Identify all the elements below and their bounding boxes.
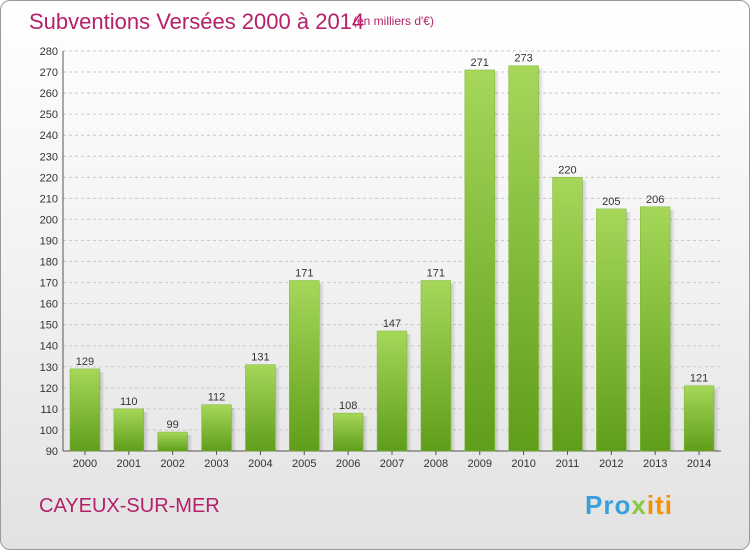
y-tick-label: 230 <box>40 151 58 163</box>
bar-2007 <box>376 330 408 452</box>
bar-2006 <box>332 412 364 452</box>
x-tick-label: 2014 <box>687 458 711 470</box>
y-tick-label: 210 <box>40 193 58 205</box>
y-tick-label: 190 <box>40 235 58 247</box>
data-label: 108 <box>339 400 357 412</box>
data-labels: 129 110 99 112 131 171 108 147 171 271 273 220 205 20… <box>76 53 708 431</box>
y-tick-label: 180 <box>40 257 58 269</box>
y-tick-label: 110 <box>40 404 58 416</box>
bar-shadow <box>143 411 149 451</box>
y-tick-label: 250 <box>40 109 58 121</box>
bar-shadow <box>275 367 281 451</box>
y-tick-label: 130 <box>40 362 58 374</box>
data-label: 110 <box>120 396 138 408</box>
bar-shadow <box>626 211 632 451</box>
bar-2014 <box>683 385 715 452</box>
y-tick-label: 90 <box>46 446 58 458</box>
bar-2012 <box>596 208 627 452</box>
bar-shadow <box>670 209 676 451</box>
x-tick-label: 2002 <box>160 458 184 470</box>
bar-2011 <box>552 177 583 452</box>
bar-2000 <box>69 368 101 452</box>
bar-shadow <box>494 72 500 452</box>
x-tick-label: 2010 <box>511 458 535 470</box>
logo-part-3: iti <box>646 490 673 520</box>
bar-shadow <box>406 334 412 451</box>
chart-title: Subventions Versées 2000 à 2014 <box>29 9 365 34</box>
bar-2003 <box>201 404 232 452</box>
bar-shadow <box>538 68 544 451</box>
bar-2013 <box>640 206 671 452</box>
bar-2001 <box>113 408 144 452</box>
bar-shadow <box>713 388 719 451</box>
data-label: 205 <box>602 196 620 208</box>
data-label: 147 <box>383 318 401 330</box>
bar-shadow <box>187 435 193 451</box>
y-tick-label: 270 <box>40 67 58 79</box>
city-name: CAYEUX-SUR-MER <box>39 495 220 517</box>
x-tick-label: 2013 <box>643 458 667 470</box>
y-tick-label: 100 <box>40 425 58 437</box>
bar-2009 <box>464 69 495 452</box>
x-tick-labels: 2000 2001 2002 2003 2004 2005 2006 2007 2008 2009… <box>73 451 711 470</box>
y-tick-label: 140 <box>40 341 58 353</box>
data-label: 220 <box>558 164 576 176</box>
bar-shadow <box>450 283 456 451</box>
x-tick-label: 2006 <box>336 458 360 470</box>
bar-shadow <box>363 416 369 451</box>
bar-2010 <box>508 65 539 452</box>
bar-shadow <box>319 283 325 451</box>
y-tick-label: 200 <box>40 214 58 226</box>
y-tick-label: 170 <box>40 278 58 290</box>
bar-shadow <box>231 407 237 451</box>
data-label: 206 <box>646 194 664 206</box>
x-tick-label: 2000 <box>73 458 97 470</box>
x-tick-label: 2008 <box>424 458 448 470</box>
data-label: 273 <box>514 53 532 65</box>
data-label: 271 <box>471 57 489 69</box>
logo-part-2: x <box>631 490 647 520</box>
data-label: 129 <box>76 356 94 368</box>
x-tick-label: 2004 <box>248 458 272 470</box>
bar-2005 <box>289 280 320 452</box>
x-tick-label: 2003 <box>204 458 228 470</box>
y-tick-label: 260 <box>40 88 58 100</box>
chart-subtitle: (en milliers d'€) <box>353 14 434 28</box>
proxiti-logo: Proxiti <box>585 490 673 521</box>
y-tick-label: 120 <box>40 383 58 395</box>
x-tick-label: 2001 <box>117 458 141 470</box>
data-label: 171 <box>427 267 445 279</box>
y-tick-label: 280 <box>40 46 58 58</box>
bar-2008 <box>420 280 452 452</box>
x-tick-label: 2005 <box>292 458 316 470</box>
bar-2004 <box>245 364 276 452</box>
y-tick-label: 160 <box>40 299 58 311</box>
x-tick-label: 2011 <box>556 458 580 470</box>
data-label: 131 <box>251 352 269 364</box>
bar-2002 <box>157 431 188 452</box>
y-tick-label: 150 <box>40 320 58 332</box>
data-label: 171 <box>295 267 313 279</box>
y-tick-label: 220 <box>40 172 58 184</box>
x-tick-label: 2012 <box>599 458 623 470</box>
y-tick-labels: 90 100 110 120 130 140 150 160 170 180 190 200 210 22… <box>40 46 58 458</box>
x-tick-label: 2009 <box>467 458 491 470</box>
y-tick-label: 240 <box>40 130 58 142</box>
bars <box>69 65 719 452</box>
logo-part-1: Pro <box>585 490 632 520</box>
bar-shadow <box>582 180 588 451</box>
data-label: 99 <box>167 419 179 431</box>
data-label: 112 <box>208 392 226 404</box>
bar-shadow <box>99 371 105 451</box>
data-label: 121 <box>690 373 708 385</box>
x-tick-label: 2007 <box>380 458 404 470</box>
